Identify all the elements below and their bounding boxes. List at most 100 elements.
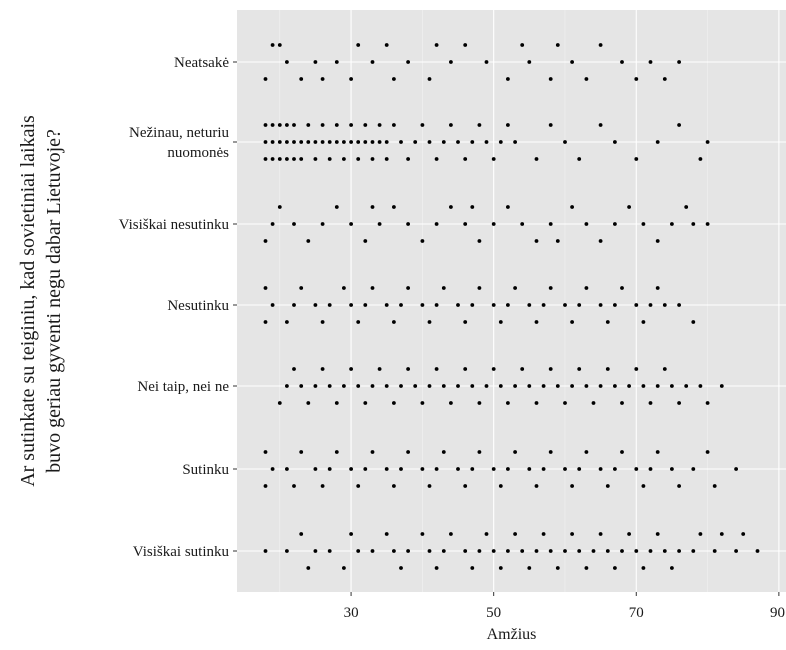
data-point xyxy=(334,401,339,405)
data-point xyxy=(313,60,318,64)
data-point xyxy=(263,286,268,290)
data-point xyxy=(342,566,346,570)
x-axis-ticks: 30 50 70 90 xyxy=(344,592,785,621)
data-point xyxy=(420,532,425,536)
data-point xyxy=(463,222,468,226)
data-point xyxy=(498,320,503,324)
data-point xyxy=(677,60,681,64)
data-point xyxy=(670,566,674,570)
data-point xyxy=(548,77,553,81)
data-point xyxy=(270,140,275,144)
data-point xyxy=(655,239,660,243)
plot-panel xyxy=(237,10,786,592)
data-point xyxy=(384,157,389,161)
data-point xyxy=(392,484,396,488)
data-point xyxy=(384,384,389,388)
data-point xyxy=(655,450,660,454)
data-point xyxy=(263,123,268,127)
data-point xyxy=(434,566,439,570)
data-point xyxy=(527,566,532,570)
data-point xyxy=(584,77,589,81)
data-point xyxy=(456,140,460,144)
data-point xyxy=(434,43,439,47)
data-point xyxy=(370,450,375,454)
data-point xyxy=(406,286,410,290)
data-point xyxy=(584,286,589,290)
data-point xyxy=(441,450,446,454)
data-point xyxy=(705,401,710,405)
data-point xyxy=(613,467,617,471)
data-point xyxy=(434,157,439,161)
data-point xyxy=(342,384,346,388)
data-point xyxy=(427,549,432,553)
data-point xyxy=(648,467,653,471)
data-point xyxy=(327,384,332,388)
data-point xyxy=(506,401,510,405)
data-point xyxy=(548,549,553,553)
data-point xyxy=(598,384,603,388)
data-point xyxy=(356,484,361,488)
data-point xyxy=(420,123,425,127)
data-point xyxy=(634,467,639,471)
data-point xyxy=(370,286,375,290)
data-point xyxy=(463,484,468,488)
data-point xyxy=(306,140,311,144)
data-point xyxy=(292,123,296,127)
data-point xyxy=(641,222,646,226)
data-point xyxy=(498,566,503,570)
data-point xyxy=(584,566,589,570)
data-point xyxy=(277,157,282,161)
data-point xyxy=(277,123,282,127)
data-point xyxy=(534,157,539,161)
data-point xyxy=(384,43,389,47)
data-point xyxy=(299,384,304,388)
data-point xyxy=(320,77,325,81)
data-point xyxy=(498,140,503,144)
data-point xyxy=(356,157,361,161)
data-point xyxy=(449,60,453,64)
data-point xyxy=(470,140,475,144)
data-point xyxy=(420,239,425,243)
data-point xyxy=(620,549,624,553)
data-point xyxy=(513,286,517,290)
data-point xyxy=(327,157,332,161)
data-point xyxy=(413,140,418,144)
data-point xyxy=(520,549,525,553)
data-point xyxy=(313,467,318,471)
data-point xyxy=(292,140,296,144)
data-point xyxy=(285,467,289,471)
data-point xyxy=(534,239,539,243)
data-point xyxy=(363,239,368,243)
data-point xyxy=(613,303,617,307)
data-point xyxy=(270,303,275,307)
data-points xyxy=(263,43,760,570)
data-point xyxy=(648,549,653,553)
data-point xyxy=(648,60,653,64)
data-point xyxy=(634,157,639,161)
data-point xyxy=(356,43,361,47)
data-point xyxy=(356,384,361,388)
data-point xyxy=(677,303,681,307)
data-point xyxy=(463,157,468,161)
data-point xyxy=(570,484,574,488)
data-point xyxy=(534,484,539,488)
data-point xyxy=(441,384,446,388)
data-point xyxy=(548,222,553,226)
data-point xyxy=(498,384,503,388)
data-point xyxy=(441,140,446,144)
data-point xyxy=(548,123,553,127)
data-point xyxy=(399,140,403,144)
data-point xyxy=(641,320,646,324)
data-point xyxy=(441,286,446,290)
data-point xyxy=(463,43,468,47)
data-point xyxy=(299,77,304,81)
data-point xyxy=(270,467,275,471)
data-point xyxy=(327,140,332,144)
data-point xyxy=(684,384,689,388)
data-point xyxy=(263,77,268,81)
data-point xyxy=(263,157,268,161)
data-point xyxy=(527,384,532,388)
y-tick-label: Visiškai sutinku xyxy=(133,544,230,560)
data-point xyxy=(334,60,339,64)
